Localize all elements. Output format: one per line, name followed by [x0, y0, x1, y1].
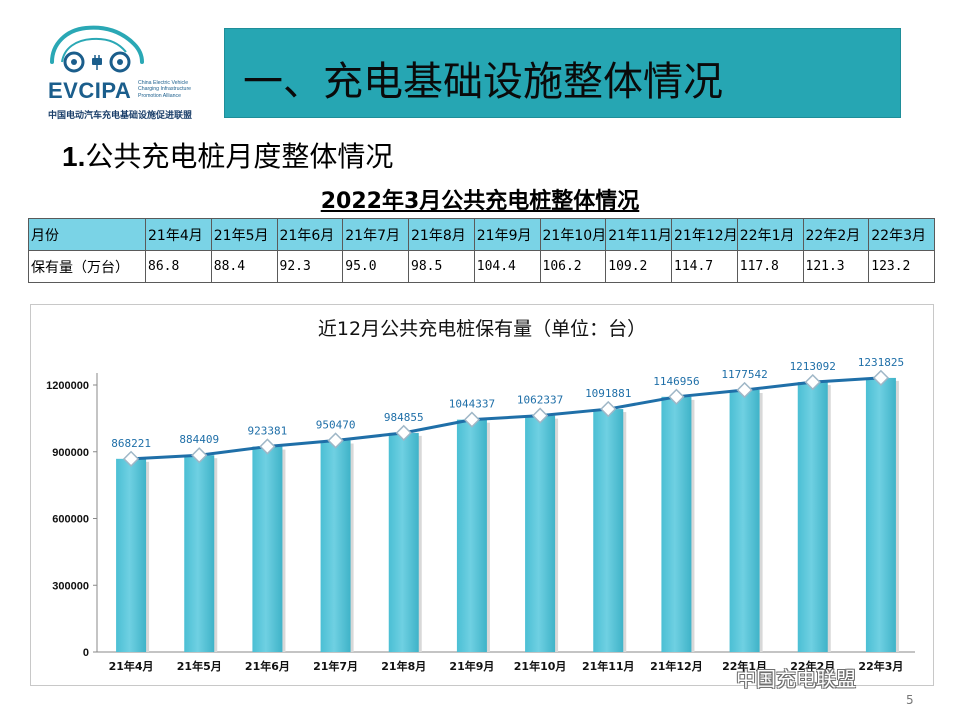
bar: [865, 377, 896, 652]
bar: [797, 382, 828, 652]
chart-title: 近12月公共充电桩保有量（单位：台）: [318, 318, 646, 340]
table-cell: 117.8: [736, 250, 804, 283]
table-row-label: 保有量（万台）: [28, 250, 146, 283]
table-header-cell: 21年6月: [276, 218, 344, 251]
data-point: [736, 381, 753, 399]
data-label: 884409: [179, 433, 219, 446]
data-point: [122, 450, 140, 467]
table-cell: 95.0: [342, 250, 409, 283]
table-header-cell: 21年4月: [145, 218, 212, 251]
bar: [456, 419, 487, 652]
y-tick-label: 300000: [52, 580, 89, 592]
table-cell: 123.2: [868, 250, 935, 283]
x-tick-label: 21年6月: [245, 659, 290, 673]
data-label: 1044337: [449, 398, 495, 411]
table-cell: 98.5: [408, 250, 475, 283]
data-label: 923381: [248, 425, 288, 438]
data-point: [327, 432, 344, 449]
data-point: [600, 400, 617, 418]
table-header-cell: 21年8月: [408, 218, 475, 251]
section-number: 1.: [62, 141, 86, 172]
table-header-cell: 22年3月: [868, 218, 935, 251]
data-label: 950470: [316, 419, 356, 432]
data-point: [463, 411, 481, 428]
bar: [184, 455, 215, 652]
bar-line-chart: 近12月公共充电桩保有量（单位：台） 0 300000 600000 900000 120…: [46, 318, 915, 673]
table-header-cell: 21年9月: [473, 218, 541, 251]
y-tick-label: 600000: [52, 514, 89, 526]
monthly-data-table: 月份 21年4月 21年5月 21年6月 21年7月 21年8月 21年9月 21年10月 2…: [28, 218, 935, 283]
bar: [116, 458, 147, 652]
bar: [252, 446, 283, 652]
table-header-cell: 21年11月: [605, 218, 672, 251]
y-tick-label: 900000: [52, 447, 89, 459]
x-tick-label: 21年9月: [449, 659, 494, 673]
table-title: 2022年3月公共充电桩整体情况: [320, 189, 640, 214]
data-label: 1062337: [517, 394, 563, 407]
section-title: 公共充电桩月度整体情况: [85, 140, 394, 173]
table-cell: 121.3: [802, 250, 870, 283]
data-point: [395, 424, 412, 442]
table-cell: 88.4: [210, 250, 278, 283]
table-header-cell: 21年12月: [671, 218, 738, 251]
data-point: [668, 388, 685, 405]
chart-frame: 近12月公共充电桩保有量（单位：台） 0 300000 600000 900000 120…: [30, 304, 934, 686]
bar: [320, 440, 351, 652]
bar: [388, 432, 419, 652]
evcipa-logo: EVCIPA China Electric Vehicle Charging I…: [40, 22, 210, 122]
data-label: 1231825: [858, 356, 904, 369]
logo-subtitle: China Electric Vehicle Charging Infrastr…: [138, 80, 192, 99]
table-cell: 86.8: [145, 250, 212, 283]
y-tick-label: 1200000: [46, 380, 89, 392]
slide-title: 一、充电基础设施整体情况: [243, 59, 723, 105]
x-tick-label: 21年5月: [177, 659, 222, 673]
data-label: 1091881: [585, 387, 631, 400]
x-tick-label: 21年8月: [381, 659, 426, 673]
x-tick-label: 21年10月: [514, 659, 567, 673]
x-tick-label: 22年2月: [790, 659, 835, 673]
car-plug-icon: [50, 25, 144, 73]
data-label: 984855: [384, 411, 424, 424]
table-header-row: 月份 21年4月 21年5月 21年6月 21年7月 21年8月 21年9月 21年10月 2…: [28, 218, 935, 251]
table-cell: 106.2: [539, 250, 607, 283]
data-label: 1177542: [721, 368, 767, 381]
data-label: 1213092: [790, 360, 836, 373]
table-row: 保有量（万台） 86.8 88.4 92.3 95.0 98.5 104.4 106.2 10…: [28, 250, 935, 283]
bar: [525, 415, 556, 652]
data-point: [531, 407, 549, 424]
watermark-text: 中国充电联盟: [736, 667, 856, 691]
series-line: [131, 376, 882, 461]
bar: [661, 396, 692, 652]
section-heading: 1.公共充电桩月度整体情况: [62, 135, 393, 175]
table-cell: 109.2: [605, 250, 672, 283]
data-point: [804, 373, 821, 391]
x-tick-label: 21年12月: [650, 659, 703, 673]
data-label: 1146956: [653, 375, 699, 388]
bar: [593, 409, 624, 652]
data-label: 868221: [111, 437, 151, 450]
bar: [729, 389, 760, 652]
logo-wordmark: EVCIPA: [48, 78, 132, 103]
slide-title-band: 一、充电基础设施整体情况: [224, 28, 901, 118]
y-tick-label: 0: [83, 647, 89, 659]
x-tick-label: 21年4月: [109, 659, 154, 673]
table-header-cell: 21年10月: [539, 218, 607, 251]
table-row-label: 月份: [28, 218, 146, 251]
x-tick-label: 22年3月: [858, 659, 903, 673]
table-header-cell: 22年2月: [802, 218, 870, 251]
logo-chinese-name: 中国电动汽车充电基础设施促进联盟: [48, 111, 193, 121]
data-point: [259, 438, 276, 455]
x-tick-label: 21年7月: [313, 659, 358, 673]
table-cell: 114.7: [671, 250, 738, 283]
table-header-cell: 21年7月: [342, 218, 409, 251]
data-point: [191, 447, 208, 464]
table-cell: 104.4: [473, 250, 541, 283]
data-point: [872, 369, 890, 387]
x-tick-label: 21年11月: [582, 659, 635, 673]
table-header-cell: 22年1月: [736, 218, 804, 251]
page-number: 5: [906, 693, 914, 707]
x-tick-label: 22年1月: [722, 659, 767, 673]
table-cell: 92.3: [276, 250, 344, 283]
table-header-cell: 21年5月: [210, 218, 278, 251]
